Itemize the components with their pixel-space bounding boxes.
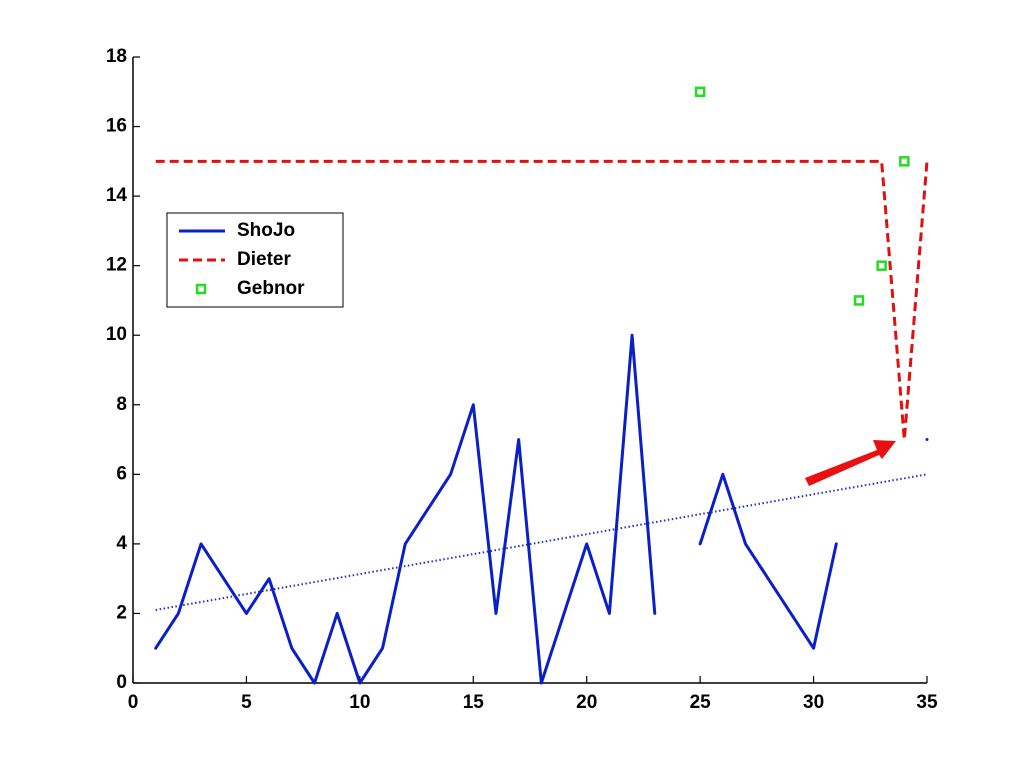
- x-tick-label: 0: [128, 692, 139, 713]
- legend-marker: [195, 283, 207, 295]
- x-tick-label: 35: [916, 692, 938, 713]
- y-tick-label: 18: [106, 46, 127, 67]
- marker: [853, 295, 865, 306]
- x-tick-label: 25: [690, 692, 712, 713]
- marker: [899, 156, 910, 167]
- x-tick-label: 5: [241, 692, 252, 713]
- legend-label: ShoJo: [237, 220, 295, 241]
- legend-label: Dieter: [237, 249, 291, 270]
- series-line: [154, 333, 929, 685]
- y-tick-label: 14: [106, 185, 128, 206]
- y-tick-label: 6: [116, 463, 127, 484]
- y-tick-label: 16: [106, 116, 127, 137]
- x-tick-label: 10: [349, 692, 370, 713]
- marker: [694, 86, 706, 98]
- x-tick-label: 15: [463, 692, 485, 713]
- y-tick-label: 4: [116, 533, 127, 554]
- y-tick-label: 0: [116, 672, 127, 693]
- y-tick-label: 2: [116, 602, 127, 623]
- annotation-arrow: [805, 440, 896, 486]
- y-tick-label: 12: [106, 255, 127, 276]
- x-tick-label: 30: [803, 692, 824, 713]
- marker: [876, 260, 887, 271]
- y-tick-label: 10: [106, 324, 127, 345]
- x-tick-label: 20: [576, 692, 597, 713]
- series-line: [155, 473, 928, 611]
- plot-area: 0 2 4 6 8 10 12 14 16 18 0 5 10 15 20 25 30 35: [106, 46, 938, 713]
- y-tick-label: 8: [116, 394, 127, 415]
- legend-label: Gebnor: [237, 278, 305, 299]
- legend: ShoJo Dieter Gebnor: [166, 212, 344, 308]
